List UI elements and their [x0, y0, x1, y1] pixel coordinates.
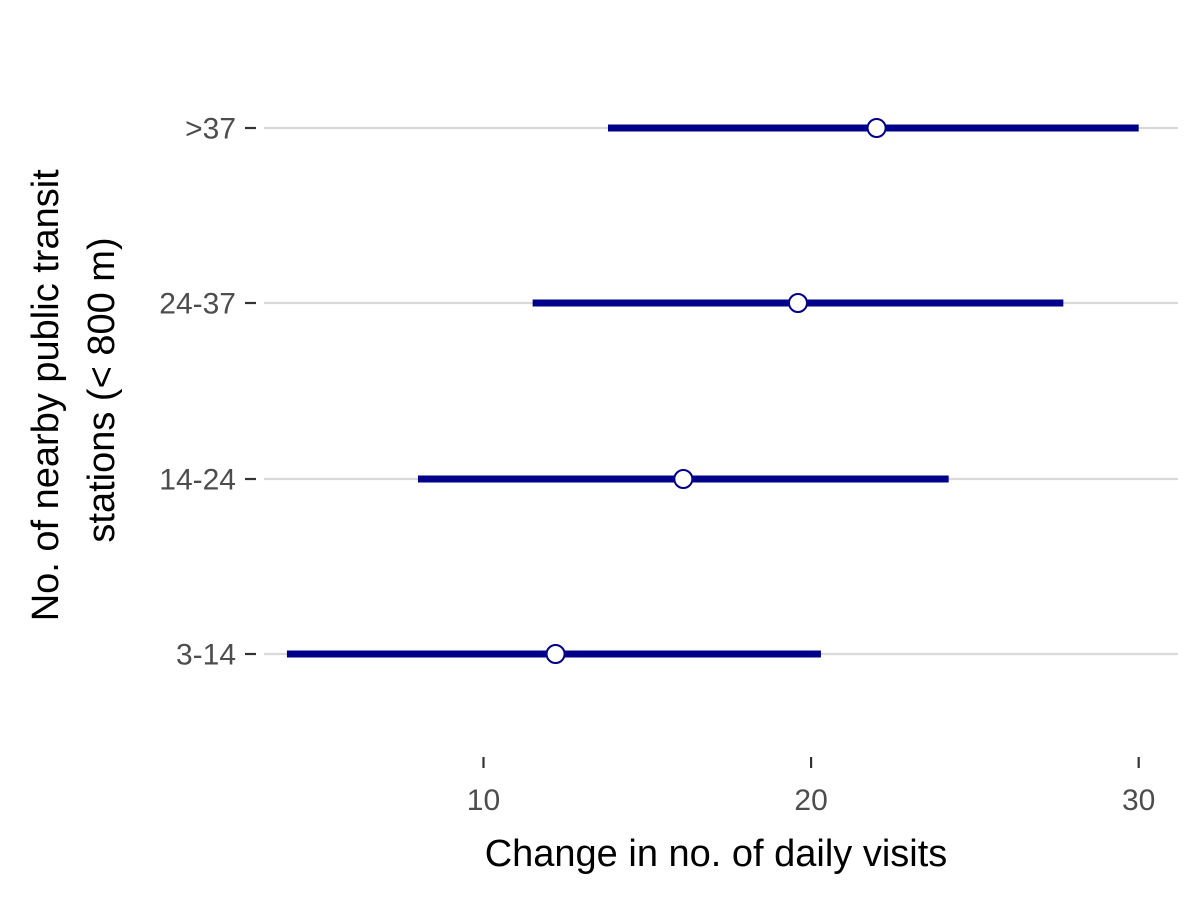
- y-axis-title-line-2: stations (< 800 m): [81, 237, 123, 542]
- x-tick-label-0: 10: [467, 784, 500, 817]
- y-tick-label-1: 14-24: [159, 464, 236, 497]
- x-axis: 10 20 30: [467, 757, 1155, 817]
- x-tick-label-2: 30: [1122, 784, 1155, 817]
- points: [545, 118, 887, 664]
- y-axis: 3-14 14-24 24-37 >37: [159, 113, 256, 672]
- y-axis-title: No. of nearby public transit stations (<…: [25, 159, 123, 622]
- y-axis-title-line-1: No. of nearby public transit: [25, 169, 67, 621]
- point-estimate-2: [787, 293, 808, 313]
- x-tick-label-1: 20: [794, 784, 827, 817]
- y-tick-label-2: 24-37: [159, 288, 236, 321]
- gridlines: [264, 126, 1178, 656]
- point-estimate-3: [866, 118, 887, 138]
- point-estimate-1: [673, 469, 694, 489]
- y-tick-label-0: 3-14: [176, 639, 236, 672]
- x-axis-title: Change in no. of daily visits: [485, 833, 948, 875]
- intervals: [286, 124, 1139, 658]
- y-tick-label-3: >37: [185, 113, 236, 146]
- point-estimate-0: [545, 644, 566, 664]
